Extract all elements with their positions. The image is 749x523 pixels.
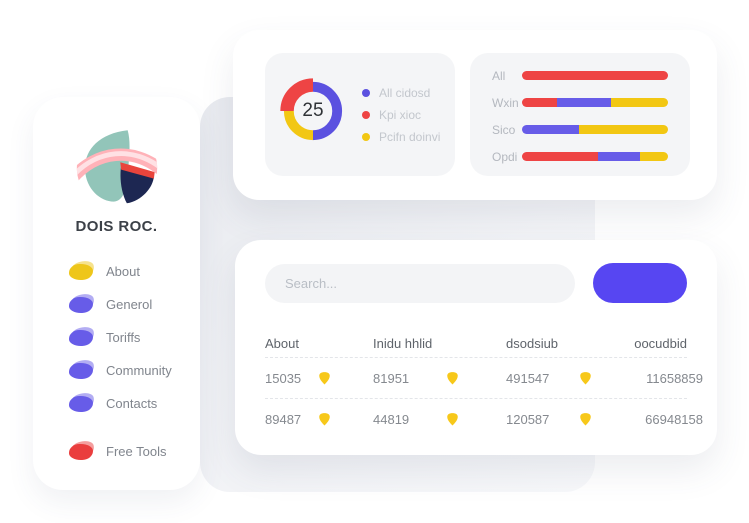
bar-row: Opdi bbox=[492, 143, 668, 170]
decor-white-rect-top-left bbox=[0, 0, 195, 57]
search-row bbox=[265, 263, 687, 303]
sidebar: DOIS ROC. About Generol Toriffs Communit… bbox=[33, 97, 200, 490]
column-header: About bbox=[265, 335, 299, 351]
bar-category-label: Wxin bbox=[492, 95, 519, 110]
bar-segment bbox=[522, 125, 579, 134]
table-cell: 11658859 bbox=[646, 370, 703, 386]
decor-white-rect-bottom-right bbox=[640, 497, 749, 523]
bar-track bbox=[522, 71, 668, 80]
sidebar-item-label: Toriffs bbox=[106, 330, 141, 345]
badge-icon bbox=[319, 412, 330, 425]
bar-segment bbox=[522, 152, 598, 161]
bar-segment bbox=[522, 71, 668, 80]
table-header-row: About Inidu hhlid dsodsiub oocudbid bbox=[265, 329, 687, 357]
donut-slice bbox=[312, 81, 342, 141]
table-card: About Inidu hhlid dsodsiub oocudbid 1503… bbox=[235, 240, 717, 455]
table-cell: 491547 bbox=[506, 371, 593, 386]
bar-category-label: Opdi bbox=[492, 149, 518, 164]
donut-chart-svg bbox=[280, 78, 342, 141]
bar-track bbox=[522, 98, 668, 107]
table-cell: 89487 bbox=[265, 412, 373, 427]
donut-center-value: 25 bbox=[302, 100, 324, 121]
bar-track bbox=[522, 152, 668, 161]
table-cell: 120587 bbox=[506, 412, 593, 427]
donut-chart: 25 bbox=[279, 77, 347, 145]
sidebar-item-label: About bbox=[106, 264, 140, 279]
table-cell: 81951 bbox=[373, 371, 506, 386]
sidebar-item-label: Contacts bbox=[106, 396, 158, 411]
bar-segment bbox=[597, 152, 641, 161]
donut-slice bbox=[283, 110, 314, 141]
bar-row: All bbox=[492, 62, 668, 89]
stacked-bars-chart: All Wxin Sico Opdi bbox=[492, 62, 668, 170]
donut-slice bbox=[280, 78, 314, 112]
sidebar-item-label: Generol bbox=[106, 297, 153, 312]
table-cell: 66948158 bbox=[645, 411, 703, 427]
stats-card: 25 All cidosd Kpi xioc Pcifn doinvi All Wxi… bbox=[233, 30, 717, 200]
generol-blob-icon bbox=[68, 291, 97, 314]
legend-dot-icon bbox=[362, 133, 370, 141]
badge-icon bbox=[580, 371, 591, 384]
contacts-blob-icon bbox=[68, 390, 97, 413]
brand-title: DOIS ROC. bbox=[75, 218, 158, 235]
primary-action-button[interactable] bbox=[593, 263, 687, 303]
legend-label: Kpi xioc bbox=[379, 108, 422, 122]
sidebar-item-toriffs[interactable]: Toriffs bbox=[68, 321, 200, 354]
donut-legend: All cidosd Kpi xioc Pcifn doinvi bbox=[362, 82, 440, 148]
bar-segment bbox=[640, 152, 668, 161]
stacked-bars-panel: All Wxin Sico Opdi bbox=[470, 53, 690, 176]
badge-icon bbox=[447, 371, 458, 384]
search-input[interactable] bbox=[265, 263, 575, 303]
table-row: 89487 44819 120587 66948158 bbox=[265, 398, 703, 439]
brand-logo bbox=[76, 127, 158, 209]
sidebar-item-about[interactable]: About bbox=[68, 255, 200, 288]
bar-track bbox=[522, 125, 668, 134]
sidebar-item-free-tools[interactable]: Free Tools bbox=[68, 435, 200, 468]
logo-icon bbox=[76, 127, 157, 209]
table-cell: 44819 bbox=[373, 412, 506, 427]
sidebar-item-label: Free Tools bbox=[106, 444, 167, 459]
legend-label: Pcifn doinvi bbox=[379, 130, 441, 144]
bar-category-label: Sico bbox=[492, 122, 516, 137]
legend-dot-icon bbox=[362, 89, 370, 97]
badge-icon bbox=[447, 412, 458, 425]
legend-dot-icon bbox=[362, 111, 370, 119]
legend-item: All cidosd bbox=[362, 82, 440, 104]
free-tools-blob-icon bbox=[68, 438, 97, 461]
sidebar-menu: About Generol Toriffs Community Contacts… bbox=[33, 255, 200, 468]
column-header: Inidu hhlid bbox=[373, 335, 433, 351]
data-table: About Inidu hhlid dsodsiub oocudbid 1503… bbox=[265, 329, 703, 439]
bar-segment bbox=[578, 125, 668, 134]
toriffs-blob-icon bbox=[68, 324, 97, 347]
bar-segment bbox=[611, 98, 668, 107]
badge-icon bbox=[580, 412, 591, 425]
legend-item: Kpi xioc bbox=[362, 104, 440, 126]
legend-item: Pcifn doinvi bbox=[362, 126, 440, 148]
community-blob-icon bbox=[68, 357, 97, 380]
bar-row: Sico bbox=[492, 116, 668, 143]
table-cell: 15035 bbox=[265, 371, 373, 386]
bar-segment bbox=[522, 98, 558, 107]
sidebar-item-contacts[interactable]: Contacts bbox=[68, 387, 200, 420]
bar-category-label: All bbox=[492, 68, 506, 83]
table-row: 15035 81951 491547 11658859 bbox=[265, 357, 703, 398]
badge-icon bbox=[319, 371, 330, 384]
sidebar-item-label: Community bbox=[106, 363, 172, 378]
column-header: oocudbid bbox=[634, 335, 687, 351]
column-header: dsodsiub bbox=[506, 335, 559, 351]
sidebar-item-generol[interactable]: Generol bbox=[68, 288, 200, 321]
bar-row: Wxin bbox=[492, 89, 668, 116]
bar-segment bbox=[557, 98, 612, 107]
about-blob-icon bbox=[68, 258, 97, 281]
sidebar-item-community[interactable]: Community bbox=[68, 354, 200, 387]
legend-label: All cidosd bbox=[379, 86, 431, 100]
donut-chart-panel: 25 All cidosd Kpi xioc Pcifn doinvi bbox=[265, 53, 455, 176]
